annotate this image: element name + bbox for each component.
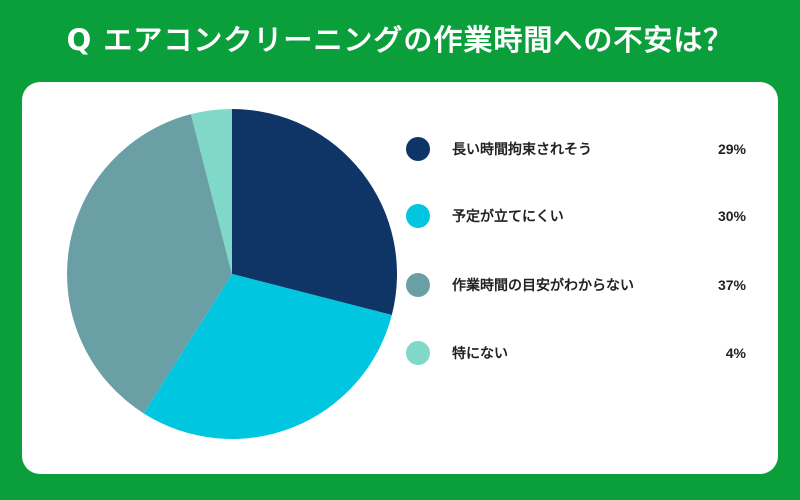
legend-item-hard-to-plan: 予定が立てにくい 30% [406,202,746,230]
legend-value-hard-to-plan: 30% [717,208,746,224]
legend-label-none: 特にない [452,346,508,362]
legend-swatch-none [406,341,430,365]
legend-value-unknown-duration: 37% [717,277,746,293]
legend-label-long-time: 長い時間拘束されそう [452,142,592,158]
pie-slice-unknown-duration [66,114,232,414]
legend-swatch-long-time [406,137,430,161]
legend-swatch-unknown-duration [406,273,430,297]
legend-label-unknown-duration: 作業時間の目安がわからない [452,278,634,294]
legend-label-hard-to-plan: 予定が立てにくい [452,209,564,225]
pie-slice-hard-to-plan [143,274,392,439]
legend-swatch-hard-to-plan [406,204,430,228]
legend-item-unknown-duration: 作業時間の目安がわからない 37% [406,271,746,299]
page-title: Q エアコンクリーニングの作業時間への不安は？ [66,23,734,57]
pie-chart [66,109,397,439]
legend-value-long-time: 29% [717,141,746,157]
legend-value-none: 4% [725,345,746,361]
legend-item-long-time: 長い時間拘束されそう 29% [406,135,746,163]
pie-slice-none [190,109,232,274]
pie-slice-long-time [232,109,397,316]
legend-item-none: 特にない 4% [406,339,746,367]
chart-card: 長い時間拘束されそう 29% 予定が立てにくい 30% 作業時間の目安がわからな… [22,82,778,474]
